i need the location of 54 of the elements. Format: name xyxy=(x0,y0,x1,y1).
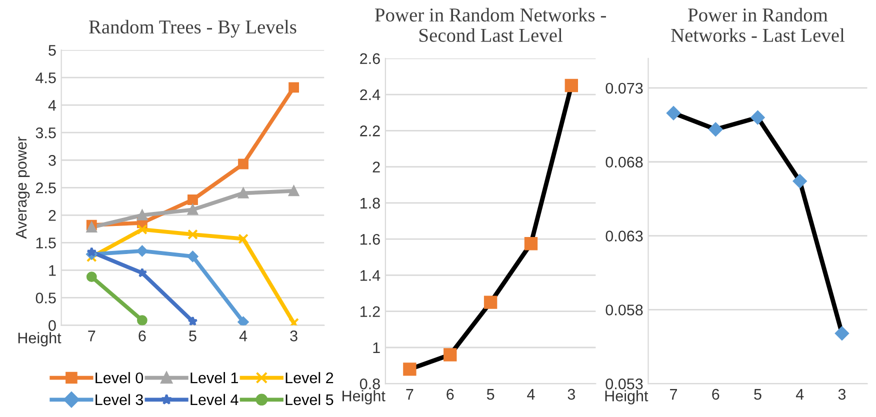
x-tick-label: 4 xyxy=(527,389,535,400)
x-tick-label: 6 xyxy=(712,388,720,400)
x-tick-label: 7 xyxy=(88,330,96,342)
y-tick-label: 2 xyxy=(372,162,380,172)
chart-title: Random Trees - By Levels xyxy=(89,20,296,38)
y-tick-label: 2 xyxy=(48,210,56,221)
x-tick-label: 3 xyxy=(568,388,575,400)
chart-title: Power in Random Networks - Second Last Level xyxy=(375,8,606,42)
y-tick-label: 4 xyxy=(48,100,56,111)
y-tick-label: 0.058 xyxy=(606,304,643,316)
x-tick-label: 4 xyxy=(796,389,804,400)
y-tick-label: 3.5 xyxy=(36,127,56,138)
y-tick-label: 0.8 xyxy=(360,378,380,390)
x-tick-label: 5 xyxy=(754,389,762,400)
x-tick-label: 7 xyxy=(406,389,414,400)
y-tick-label: 0.053 xyxy=(606,378,643,390)
x-axis-title: Height xyxy=(18,332,62,346)
x-tick-label: 3 xyxy=(290,330,298,342)
legend-label: Level 1 xyxy=(190,372,238,384)
legend-label: Level 0 xyxy=(96,372,144,384)
y-tick-label: 1.6 xyxy=(360,234,380,245)
x-tick-label: 5 xyxy=(486,389,494,400)
y-tick-label: 5 xyxy=(48,45,56,56)
y-tick-label: 1 xyxy=(49,265,56,276)
chart-title: Power in Random Networks - Last Level xyxy=(671,8,845,42)
y-tick-label: 2.4 xyxy=(360,89,380,100)
x-tick-label: 5 xyxy=(189,330,196,342)
x-tick-label: 6 xyxy=(138,330,146,342)
y-tick-label: 0.063 xyxy=(606,230,643,242)
x-tick-label: 4 xyxy=(239,330,248,342)
y-tick-label: 1.4 xyxy=(360,270,380,281)
y-tick-label: 4.5 xyxy=(36,72,56,84)
legend-label: Level 5 xyxy=(286,394,334,406)
y-tick-label: 1.8 xyxy=(360,198,380,209)
legend-label: Level 3 xyxy=(96,394,143,406)
y-tick-label: 0 xyxy=(48,320,56,331)
y-tick-label: 1.5 xyxy=(36,238,56,248)
x-axis-title: Height xyxy=(342,390,386,404)
y-tick-label: 2.2 xyxy=(360,126,380,136)
y-tick-label: 2.6 xyxy=(360,53,380,64)
y-tick-label: 1.2 xyxy=(360,306,380,317)
x-tick-label: 6 xyxy=(446,388,454,400)
x-tick-label: 3 xyxy=(838,388,846,400)
y-tick-label: 0.5 xyxy=(36,292,56,304)
y-tick-label: 0.073 xyxy=(606,82,643,94)
y-tick-label: 2.5 xyxy=(36,182,56,194)
y-tick-label: 0.068 xyxy=(606,156,643,168)
y-tick-label: 3 xyxy=(48,154,56,166)
x-axis-title: Height xyxy=(605,390,648,404)
legend-label: Level 2 xyxy=(286,372,334,384)
legend-label: Level 4 xyxy=(190,394,238,406)
x-tick-label: 7 xyxy=(670,389,677,400)
y-tick-label: 1 xyxy=(373,342,380,354)
y-axis-title: Average power xyxy=(16,136,30,239)
